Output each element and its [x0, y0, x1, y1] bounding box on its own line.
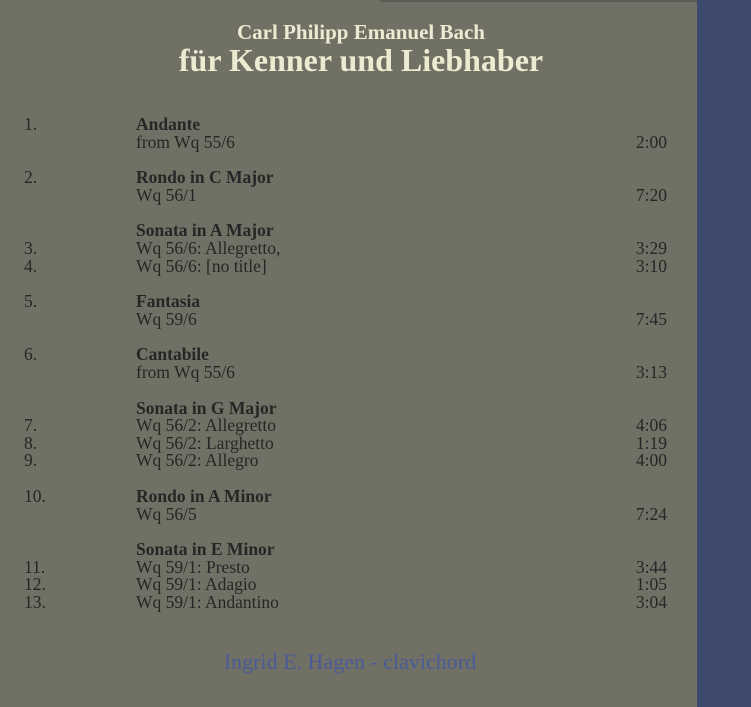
track-subtitle: from Wq 55/6: [136, 131, 235, 152]
track-row: 13. Wq 59/1: Andantino 3:04: [0, 591, 697, 612]
track-duration: 4:00: [635, 450, 667, 471]
track-duration: 3:29: [635, 237, 667, 258]
track-row: 3. Wq 56/6: Allegretto, 3:29: [0, 237, 697, 258]
track-group: 1. Andante from Wq 55/6 2:00: [0, 114, 697, 152]
group-heading-line: 1. Andante: [0, 114, 697, 134]
track-group: 5. Fantasia Wq 59/6 7:45: [0, 293, 697, 328]
group-heading-line: 5. Fantasia: [0, 293, 697, 311]
track-number: 2.: [24, 167, 38, 188]
track-row: Wq 56/1 7:20: [0, 184, 697, 205]
track-subtitle: Wq 56/6: Allegretto,: [136, 237, 281, 258]
track-subtitle: Wq 59/1: Andantino: [136, 591, 279, 612]
group-heading-line: Sonata in G Major: [0, 397, 697, 418]
track-subtitle: Wq 59/1: Adagio: [136, 574, 257, 595]
work-title: Sonata in E Minor: [136, 539, 275, 560]
track-subtitle: from Wq 55/6: [136, 361, 235, 382]
track-duration: 7:20: [635, 184, 667, 205]
track-number: 11.: [24, 556, 46, 577]
track-subtitle: Wq 56/2: Larghetto: [136, 432, 274, 453]
track-row: from Wq 55/6 3:13: [0, 361, 697, 382]
track-subtitle: Wq 59/1: Presto: [136, 556, 250, 577]
track-number: 7.: [24, 415, 38, 436]
track-group: Sonata in A Major 3. Wq 56/6: Allegretto, 3…: [0, 222, 697, 275]
group-heading-line: Sonata in A Major: [0, 222, 697, 240]
track-subtitle: Wq 56/2: Allegro: [136, 450, 259, 471]
group-heading-line: 10. Rondo in A Minor: [0, 485, 697, 506]
track-number: 10.: [24, 485, 46, 506]
track-duration: 7:24: [635, 503, 667, 524]
work-title: Sonata in G Major: [136, 397, 277, 418]
track-row: from Wq 55/6 2:00: [0, 131, 697, 152]
track-duration: 1:05: [635, 574, 667, 595]
track-number: 1.: [24, 114, 38, 134]
track-duration: 7:45: [635, 308, 667, 329]
track-number: 3.: [24, 237, 38, 258]
track-subtitle: Wq 56/1: [136, 184, 197, 205]
track-group: 2. Rondo in C Major Wq 56/1 7:20: [0, 169, 697, 204]
track-number: 4.: [24, 255, 38, 276]
track-subtitle: Wq 56/2: Allegretto: [136, 415, 276, 436]
performer-credit: Ingrid E. Hagen - clavichord: [223, 649, 477, 674]
track-duration: 4:06: [635, 415, 667, 436]
track-row: Wq 56/5 7:24: [0, 503, 697, 524]
track-duration: 3:44: [635, 556, 667, 577]
track-group: Sonata in E Minor 11. Wq 59/1: Presto 3:44 1…: [0, 539, 697, 612]
work-title: Rondo in A Minor: [136, 485, 272, 506]
track-group: 6. Cantabile from Wq 55/6 3:13: [0, 346, 697, 381]
track-duration: 2:00: [635, 131, 667, 152]
track-number: 5.: [24, 291, 38, 312]
track-duration: 1:19: [635, 432, 667, 453]
work-title: Andante: [136, 114, 201, 134]
track-duration: 3:10: [635, 255, 667, 276]
track-duration: 3:04: [635, 591, 667, 612]
track-row: 9. Wq 56/2: Allegro 4:00: [0, 452, 697, 470]
track-row: Wq 59/6 7:45: [0, 308, 697, 329]
track-duration: 3:13: [635, 361, 667, 382]
top-rule: [380, 0, 697, 2]
track-subtitle: Wq 56/6: [no title]: [136, 255, 267, 276]
work-title: Sonata in A Major: [136, 220, 274, 241]
track-number: 12.: [24, 574, 46, 595]
track-row: 4. Wq 56/6: [no title] 3:10: [0, 255, 697, 276]
work-title: Cantabile: [136, 344, 209, 365]
work-title: Rondo in C Major: [136, 167, 274, 188]
track-subtitle: Wq 56/5: [136, 503, 197, 524]
track-group: Sonata in G Major 7. Wq 56/2: Allegretto 4:…: [0, 397, 697, 470]
work-title: Fantasia: [136, 291, 201, 312]
track-number: 6.: [24, 344, 38, 365]
track-subtitle: Wq 59/6: [136, 308, 197, 329]
track-list: 1. Andante from Wq 55/6 2:00 2. Rondo in C Ma…: [0, 114, 697, 629]
track-row: 12. Wq 59/1: Adagio 1:05: [0, 576, 697, 594]
track-row: 7. Wq 56/2: Allegretto 4:06: [0, 417, 697, 435]
group-heading-line: 6. Cantabile: [0, 346, 697, 364]
album-title: für Kenner und Liebhaber: [178, 42, 544, 78]
side-band: [697, 0, 751, 707]
group-heading-line: Sonata in E Minor: [0, 539, 697, 560]
composer-name: Carl Philipp Emanuel Bach: [237, 20, 485, 44]
track-number: 9.: [24, 450, 38, 471]
track-group: 10. Rondo in A Minor Wq 56/5 7:24: [0, 485, 697, 524]
track-number: 13.: [24, 591, 46, 612]
track-row: 11. Wq 59/1: Presto 3:44: [0, 556, 697, 577]
track-row: 8. Wq 56/2: Larghetto 1:19: [0, 432, 697, 453]
group-heading-line: 2. Rondo in C Major: [0, 169, 697, 187]
track-number: 8.: [24, 432, 38, 453]
